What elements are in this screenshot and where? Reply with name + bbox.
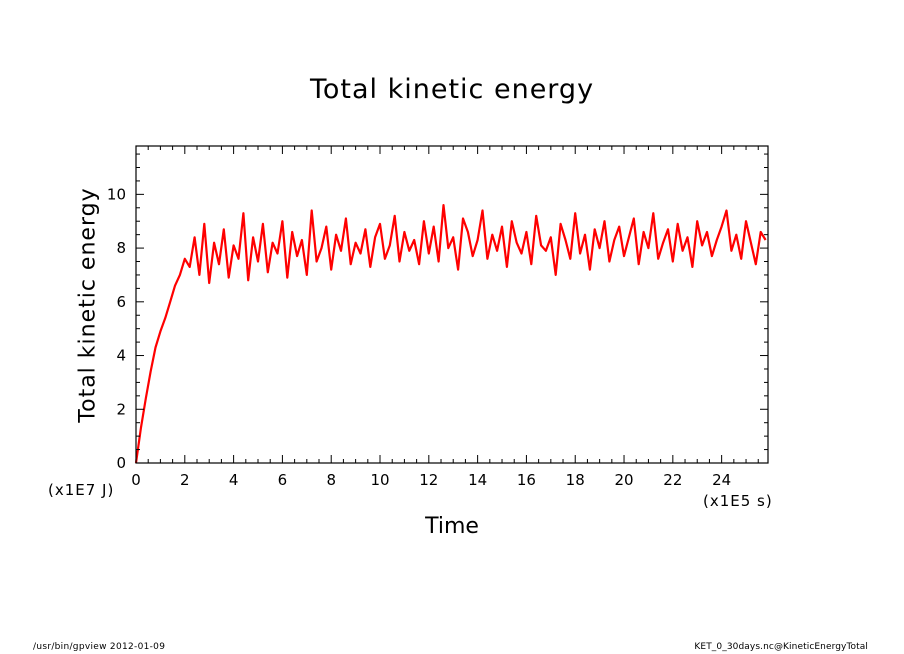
y-tick-label: 4 (116, 347, 126, 365)
y-tick-label: 8 (116, 239, 126, 257)
x-tick-label: 8 (326, 471, 336, 489)
x-tick-label: 24 (712, 471, 731, 489)
y-tick-label: 6 (116, 293, 126, 311)
footer-left: /usr/bin/gpview 2012-01-09 (33, 642, 166, 652)
y-axis-label: Total kinetic energy (75, 187, 101, 423)
x-axis-label: Time (0, 514, 904, 539)
y-tick-label: 0 (116, 454, 126, 472)
footer-right: KET_0_30days.nc@KineticEnergyTotal (694, 642, 868, 652)
x-tick-label: 6 (278, 471, 288, 489)
x-tick-label: 22 (663, 471, 682, 489)
y-axis-unit: (x1E7 J) (48, 481, 115, 499)
plot-content (134, 204, 767, 464)
chart-title: Total kinetic energy (309, 74, 595, 105)
x-tick-label: 16 (517, 471, 536, 489)
x-tick-label: 14 (468, 471, 487, 489)
x-tick-label: 2 (180, 471, 190, 489)
series-line-0 (134, 204, 767, 464)
y-tick-label: 10 (107, 185, 126, 203)
y-tick-label: 2 (116, 400, 126, 418)
x-tick-label: 12 (419, 471, 438, 489)
plot-frame (135, 145, 769, 464)
x-tick-label: 0 (131, 471, 141, 489)
x-tick-label: 10 (370, 471, 389, 489)
x-tick-label: 18 (566, 471, 585, 489)
x-tick-label: 20 (614, 471, 633, 489)
x-axis-unit: (x1E5 s) (703, 492, 773, 510)
x-tick-label: 4 (229, 471, 239, 489)
x-axis-label-text: Time (425, 514, 479, 539)
